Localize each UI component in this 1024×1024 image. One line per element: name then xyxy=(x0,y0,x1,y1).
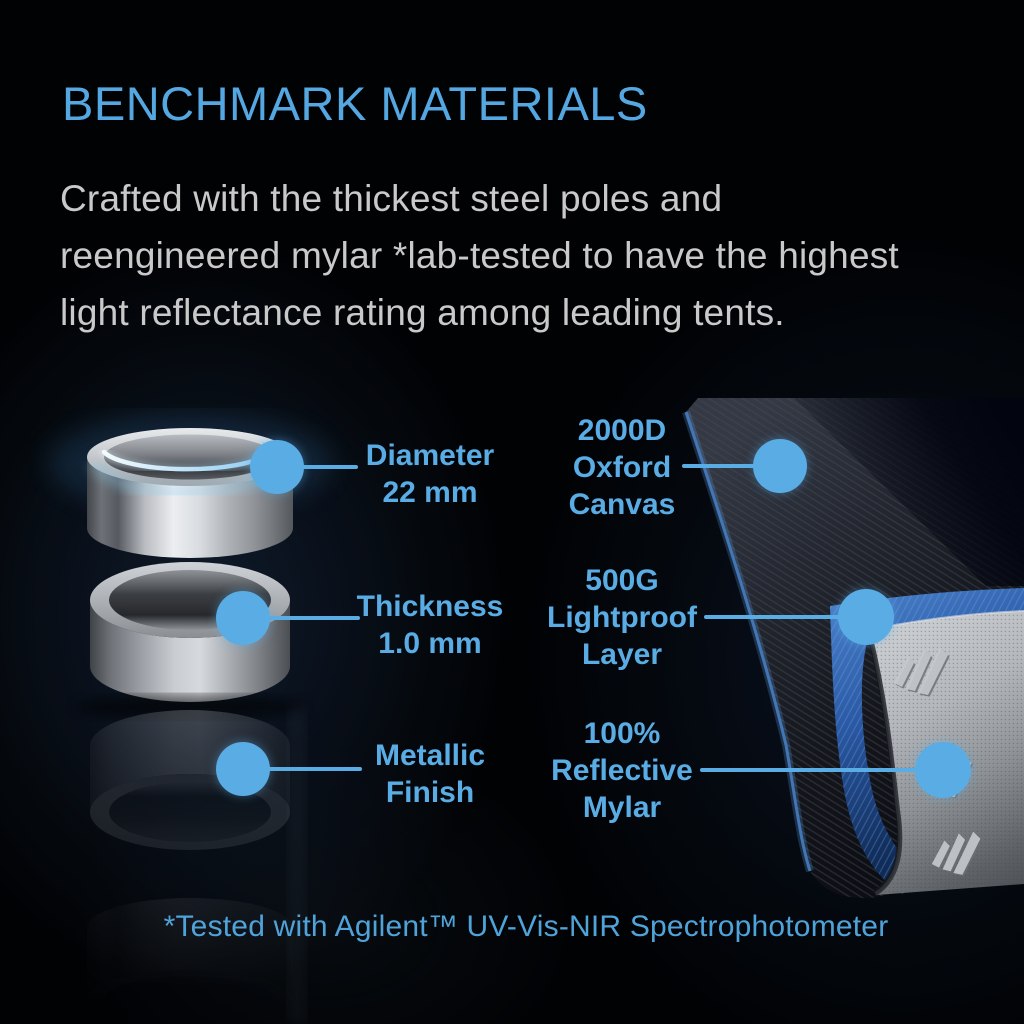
page-title: BENCHMARK MATERIALS xyxy=(62,77,648,130)
callout-text: Oxford xyxy=(572,451,672,484)
callout-text: Mylar xyxy=(582,791,662,824)
reflection-streak xyxy=(288,708,306,1024)
tent-fabric-layers-illustration xyxy=(682,398,1024,899)
callout-text: Thickness xyxy=(356,590,504,623)
callout-text: 500G xyxy=(585,564,659,597)
callout-text: Layer xyxy=(581,638,663,671)
callout-label-metallic-finish: Metallic Finish xyxy=(350,737,510,811)
callout-text: Finish xyxy=(385,776,475,809)
lightproof-blue-layer xyxy=(830,588,1024,894)
callout-connector-lightproof-layer xyxy=(704,615,844,619)
callout-text: 2000D xyxy=(577,414,667,447)
callout-text: 100% xyxy=(583,717,661,750)
callout-connector-diameter xyxy=(294,465,358,469)
description-line-2: reengineered mylar *lab-tested to have t… xyxy=(60,235,899,276)
callout-dot-oxford-canvas xyxy=(753,439,807,493)
callout-connector-metallic-finish xyxy=(260,767,362,771)
callout-connector-reflective-mylar xyxy=(700,768,922,772)
callout-text: 22 mm xyxy=(382,476,478,509)
callout-text: Lightproof xyxy=(547,601,697,634)
callout-connector-thickness xyxy=(260,616,360,620)
callout-text: Reflective xyxy=(551,754,693,787)
contact-shadow xyxy=(76,695,304,719)
callout-connector-oxford-canvas xyxy=(682,464,756,468)
description-line-3: light reflectance rating among leading t… xyxy=(60,292,785,333)
description: Crafted with the thickest steel poles an… xyxy=(60,170,960,341)
footnote: *Tested with Agilent™ UV-Vis-NIR Spectro… xyxy=(163,910,889,943)
callout-label-lightproof-layer: 500G Lightproof Layer xyxy=(532,562,712,673)
callout-dot-lightproof-layer xyxy=(838,589,894,645)
callout-label-diameter: Diameter 22 mm xyxy=(350,437,510,511)
callout-text: 1.0 mm xyxy=(378,627,482,660)
steel-pole-rings-illustration xyxy=(48,413,332,1024)
description-line-1: Crafted with the thickest steel poles an… xyxy=(60,178,723,219)
callout-dot-reflective-mylar xyxy=(915,742,971,798)
callout-label-thickness: Thickness 1.0 mm xyxy=(350,588,510,662)
canvas-edge-line xyxy=(684,411,812,872)
callout-text: Diameter xyxy=(365,439,495,472)
callout-text: Canvas xyxy=(568,488,676,521)
callout-label-reflective-mylar: 100% Reflective Mylar xyxy=(532,715,712,826)
callout-text: Metallic xyxy=(374,739,486,772)
callout-label-oxford-canvas: 2000D Oxford Canvas xyxy=(532,412,712,523)
